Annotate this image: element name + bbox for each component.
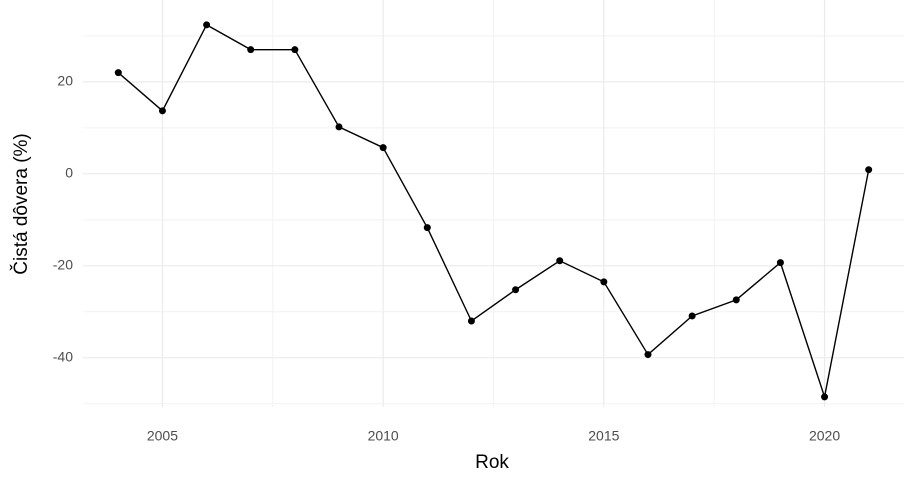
point [379, 144, 387, 152]
point [203, 21, 211, 29]
point [423, 224, 431, 232]
point [865, 166, 873, 174]
x-tick-label: 2010 [368, 428, 399, 444]
point [556, 257, 564, 265]
point [247, 46, 255, 54]
point [291, 46, 299, 54]
line [117, 23, 870, 400]
y-axis-label: Čistá dôvera (%) [10, 133, 32, 275]
point [644, 351, 652, 359]
y-tick-label: 0 [65, 165, 73, 181]
point [688, 312, 696, 320]
point [512, 286, 520, 294]
point [732, 296, 740, 304]
y-tick-label: -20 [53, 257, 73, 273]
point [600, 278, 608, 286]
point [335, 123, 343, 131]
x-tick-label: 2005 [147, 428, 178, 444]
point [821, 393, 829, 401]
point [776, 259, 784, 267]
x-tick-label: 2020 [809, 428, 840, 444]
point [158, 107, 166, 115]
point [114, 69, 122, 77]
y-tick-label: 20 [57, 73, 73, 89]
y-tick-label: -40 [53, 348, 73, 364]
point [467, 317, 475, 325]
x-tick-label: 2015 [588, 428, 619, 444]
x-axis-label: Rok [475, 452, 509, 473]
